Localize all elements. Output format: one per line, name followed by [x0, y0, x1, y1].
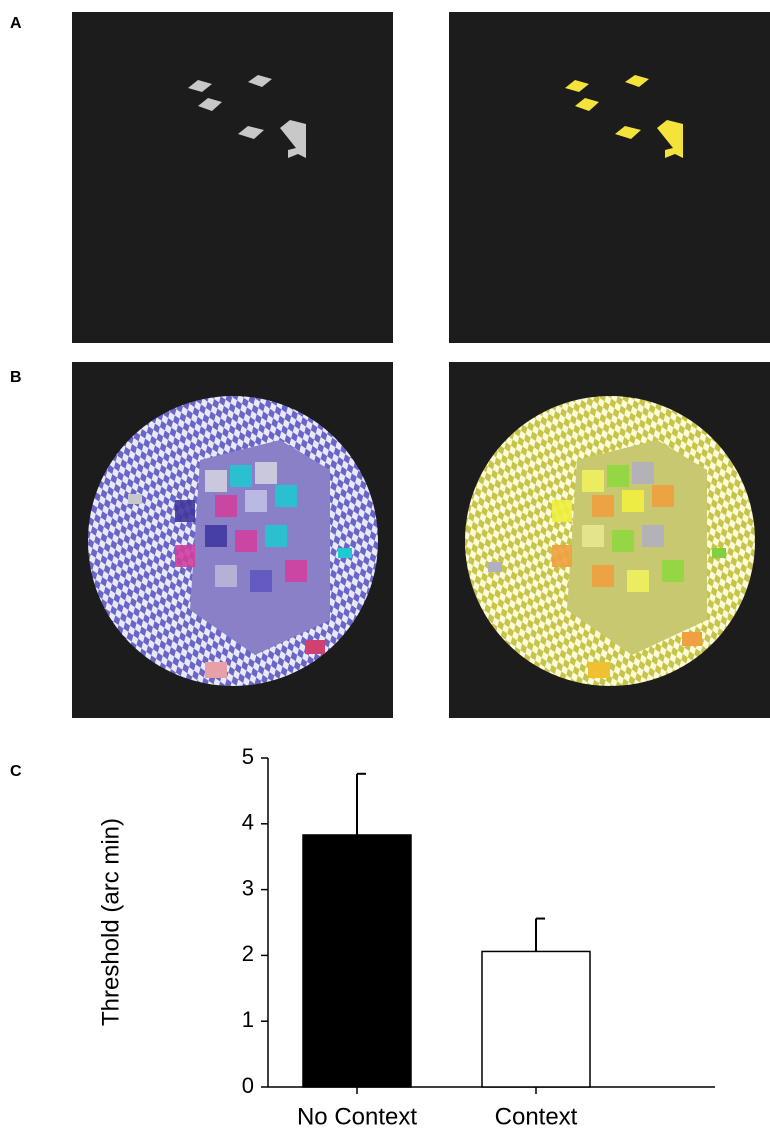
panel-label: A: [10, 15, 22, 32]
stimulus-image: [449, 362, 770, 718]
figure: A B C: [0, 0, 770, 1139]
x-tick-label: No Context: [297, 1103, 417, 1130]
stimulus-image: [72, 12, 393, 343]
x-tick-label: Context: [495, 1103, 578, 1130]
panel-label: C: [10, 763, 22, 780]
bar: [303, 835, 411, 1087]
y-tick-label: 1: [242, 1007, 254, 1032]
y-tick-label: 0: [242, 1073, 254, 1098]
panel-label: B: [10, 369, 22, 386]
y-tick-label: 5: [242, 744, 254, 769]
bar-chart: Threshold (arc min) 0 1 2 3 4 5 No Context Cont…: [97, 744, 715, 1131]
y-tick-label: 2: [242, 941, 254, 966]
y-tick-label: 4: [242, 810, 254, 835]
stimulus-image: [449, 12, 770, 343]
y-tick-label: 3: [242, 875, 254, 900]
y-axis-label: Threshold (arc min): [97, 818, 124, 1026]
stimulus-image: [72, 362, 393, 718]
bar: [482, 951, 590, 1087]
